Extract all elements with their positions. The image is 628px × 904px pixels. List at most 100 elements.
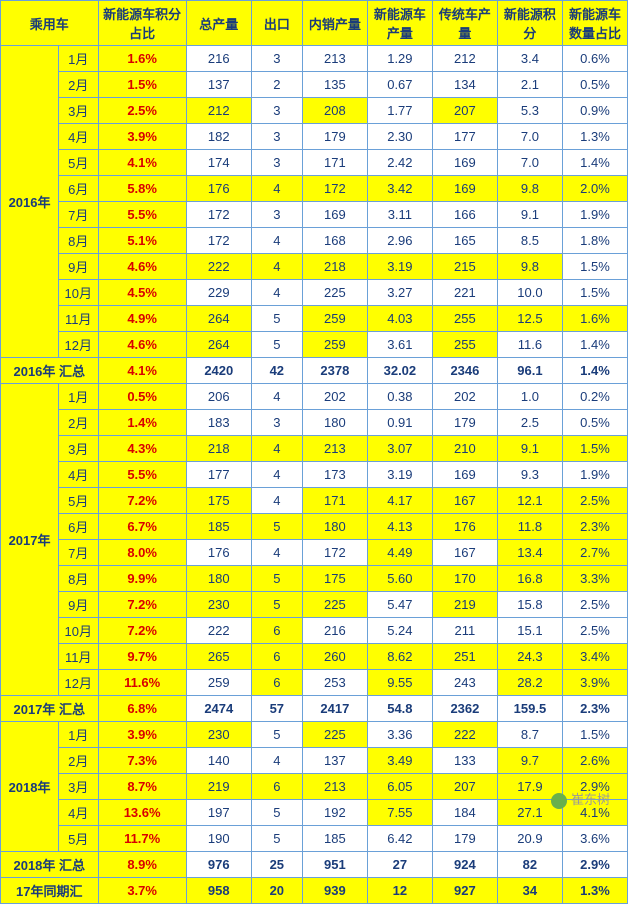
data-cell: 27.1: [497, 800, 562, 826]
data-cell: 7.55: [367, 800, 432, 826]
data-cell: 939: [302, 878, 367, 904]
data-cell: 6月: [59, 176, 98, 202]
data-cell: 5.60: [367, 566, 432, 592]
data-cell: 180: [302, 410, 367, 436]
table-row: 4月5.5%17741733.191699.31.9%: [1, 462, 628, 488]
table-row: 7月5.5%17231693.111669.11.9%: [1, 202, 628, 228]
data-cell: 218: [302, 254, 367, 280]
data-cell: 202: [302, 384, 367, 410]
table-row: 2017年1月0.5%20642020.382021.00.2%: [1, 384, 628, 410]
data-cell: 2.0%: [562, 176, 627, 202]
summary-row: 2016年 汇总4.1%242042237832.02234696.11.4%: [1, 358, 628, 384]
data-cell: 3.07: [367, 436, 432, 462]
table-row: 4月13.6%19751927.5518427.14.1%: [1, 800, 628, 826]
data-cell: 7月: [59, 202, 98, 228]
data-cell: 9.55: [367, 670, 432, 696]
data-table: 乘用车新能源车积分占比总产量出口内销产量新能源车产量传统车产量新能源积分新能源车…: [0, 0, 628, 904]
data-cell: 1.9%: [562, 202, 627, 228]
data-cell: 137: [302, 748, 367, 774]
data-cell: 1.0: [497, 384, 562, 410]
data-cell: 1.29: [367, 46, 432, 72]
data-cell: 0.67: [367, 72, 432, 98]
table-row: 5月4.1%17431712.421697.01.4%: [1, 150, 628, 176]
data-cell: 2.3%: [562, 696, 627, 722]
data-cell: 8.62: [367, 644, 432, 670]
data-cell: 172: [186, 228, 251, 254]
data-cell: 0.5%: [562, 410, 627, 436]
data-cell: 958: [186, 878, 251, 904]
data-cell: 11.6%: [98, 670, 186, 696]
data-cell: 168: [302, 228, 367, 254]
data-cell: 3.6%: [562, 826, 627, 852]
table-row: 5月7.2%17541714.1716712.12.5%: [1, 488, 628, 514]
data-cell: 4.5%: [98, 280, 186, 306]
data-cell: 219: [432, 592, 497, 618]
header-cell: 出口: [251, 1, 302, 46]
data-cell: 96.1: [497, 358, 562, 384]
data-cell: 3月: [59, 774, 98, 800]
data-cell: 4.6%: [98, 332, 186, 358]
data-cell: 2.6%: [562, 748, 627, 774]
table-row: 3月4.3%21842133.072109.11.5%: [1, 436, 628, 462]
data-cell: 8.7: [497, 722, 562, 748]
data-cell: 176: [186, 176, 251, 202]
data-cell: 2.5: [497, 410, 562, 436]
data-cell: 1.8%: [562, 228, 627, 254]
data-cell: 179: [432, 410, 497, 436]
data-cell: 0.91: [367, 410, 432, 436]
data-cell: 6: [251, 670, 302, 696]
data-cell: 1.4%: [98, 410, 186, 436]
data-cell: 1月: [59, 384, 98, 410]
data-cell: 8.0%: [98, 540, 186, 566]
header-cell: 新能源车产量: [367, 1, 432, 46]
data-cell: 1.5%: [562, 280, 627, 306]
data-cell: 225: [302, 722, 367, 748]
data-cell: 169: [302, 202, 367, 228]
data-cell: 4: [251, 176, 302, 202]
data-cell: 42: [251, 358, 302, 384]
data-cell: 264: [186, 306, 251, 332]
data-cell: 6: [251, 644, 302, 670]
data-cell: 215: [432, 254, 497, 280]
data-cell: 7.0: [497, 124, 562, 150]
table-row: 2月1.5%13721350.671342.10.5%: [1, 72, 628, 98]
data-cell: 221: [432, 280, 497, 306]
data-cell: 2.9%: [562, 774, 627, 800]
table-row: 9月4.6%22242183.192159.81.5%: [1, 254, 628, 280]
data-cell: 11.7%: [98, 826, 186, 852]
data-cell: 1.77: [367, 98, 432, 124]
data-cell: 9.3: [497, 462, 562, 488]
data-cell: 259: [186, 670, 251, 696]
data-cell: 6.42: [367, 826, 432, 852]
data-cell: 1月: [59, 722, 98, 748]
data-cell: 8月: [59, 228, 98, 254]
data-cell: 190: [186, 826, 251, 852]
data-cell: 8.7%: [98, 774, 186, 800]
data-cell: 9.7%: [98, 644, 186, 670]
data-cell: 0.5%: [562, 72, 627, 98]
data-cell: 197: [186, 800, 251, 826]
data-cell: 176: [432, 514, 497, 540]
data-cell: 2346: [432, 358, 497, 384]
data-cell: 255: [432, 332, 497, 358]
data-cell: 1.6%: [562, 306, 627, 332]
data-cell: 225: [302, 280, 367, 306]
data-cell: 208: [302, 98, 367, 124]
data-cell: 202: [432, 384, 497, 410]
summary-row: 2017年 汇总6.8%247457241754.82362159.52.3%: [1, 696, 628, 722]
data-cell: 4: [251, 280, 302, 306]
data-cell: 2月: [59, 72, 98, 98]
data-cell: 6: [251, 618, 302, 644]
data-cell: 15.8: [497, 592, 562, 618]
header-cell: 内销产量: [302, 1, 367, 46]
data-cell: 28.2: [497, 670, 562, 696]
data-cell: 27: [367, 852, 432, 878]
data-cell: 8.5: [497, 228, 562, 254]
data-cell: 182: [186, 124, 251, 150]
data-cell: 185: [302, 826, 367, 852]
data-cell: 4.03: [367, 306, 432, 332]
data-cell: 4.6%: [98, 254, 186, 280]
data-cell: 2.96: [367, 228, 432, 254]
header-cell: 乘用车: [1, 1, 99, 46]
table-row: 4月3.9%18231792.301777.01.3%: [1, 124, 628, 150]
